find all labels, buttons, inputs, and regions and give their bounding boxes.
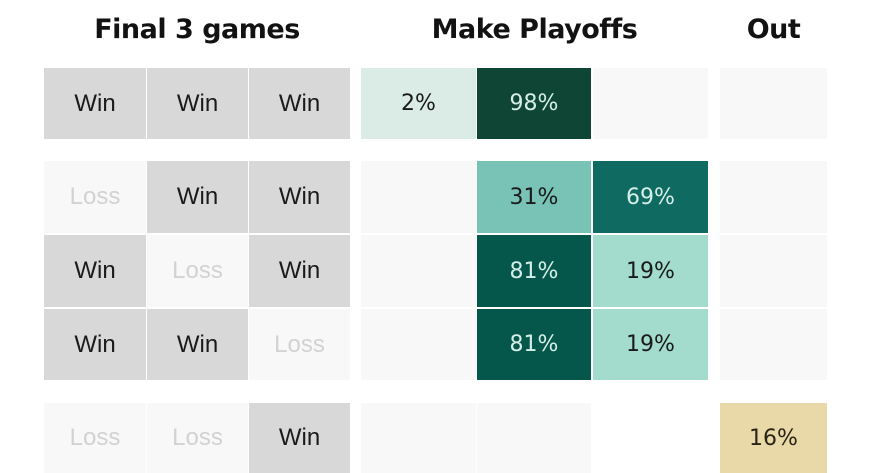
game-result-cell: Win xyxy=(147,161,248,233)
scenario-row: Loss Win Win 31% 69% xyxy=(0,161,870,233)
playoff-probability-cell: 19% xyxy=(593,235,708,307)
playoff-probability-cell xyxy=(361,309,476,380)
game-result-cell: Loss xyxy=(44,161,146,233)
game-result-cell: Win xyxy=(44,235,146,307)
playoff-probability-cell xyxy=(361,161,476,233)
game-result-cell: Win xyxy=(147,68,248,139)
game-result-cell: Win xyxy=(249,68,350,139)
playoff-probability-cell xyxy=(593,68,708,139)
scenario-row: Loss Loss Win 16% xyxy=(0,403,870,473)
playoff-probability-cell: 31% xyxy=(477,161,591,233)
out-probability-cell xyxy=(720,309,827,380)
game-result-cell: Win xyxy=(44,68,146,139)
scenario-row: Win Win Win 2% 98% xyxy=(0,68,870,139)
playoff-probability-cell xyxy=(593,403,708,473)
playoff-probability-cell: 69% xyxy=(593,161,708,233)
game-result-cell: Win xyxy=(249,235,350,307)
playoff-probability-cell: 2% xyxy=(361,68,476,139)
playoff-probability-cell: 81% xyxy=(477,235,591,307)
header-make-playoffs: Make Playoffs xyxy=(431,14,638,45)
playoff-probability-cell xyxy=(477,403,591,473)
game-result-cell: Loss xyxy=(147,403,248,473)
playoff-probability-cell xyxy=(361,403,476,473)
playoff-probability-cell: 81% xyxy=(477,309,591,380)
game-result-cell: Win xyxy=(249,403,350,473)
header-out: Out xyxy=(746,14,801,45)
out-probability-cell xyxy=(720,235,827,307)
game-result-cell: Loss xyxy=(249,309,350,380)
game-result-cell: Loss xyxy=(44,403,146,473)
scenario-row: Win Win Loss 81% 19% xyxy=(0,309,870,380)
out-probability-cell xyxy=(720,68,827,139)
playoff-probability-cell: 98% xyxy=(477,68,591,139)
game-result-cell: Win xyxy=(249,161,350,233)
game-result-cell: Loss xyxy=(147,235,248,307)
game-result-cell: Win xyxy=(44,309,146,380)
game-result-cell: Win xyxy=(147,309,248,380)
header-final-3-games: Final 3 games xyxy=(94,14,300,45)
playoff-probability-cell xyxy=(361,235,476,307)
scenario-row: Win Loss Win 81% 19% xyxy=(0,235,870,307)
playoff-probability-cell: 19% xyxy=(593,309,708,380)
out-probability-cell xyxy=(720,161,827,233)
out-probability-cell: 16% xyxy=(720,403,827,473)
